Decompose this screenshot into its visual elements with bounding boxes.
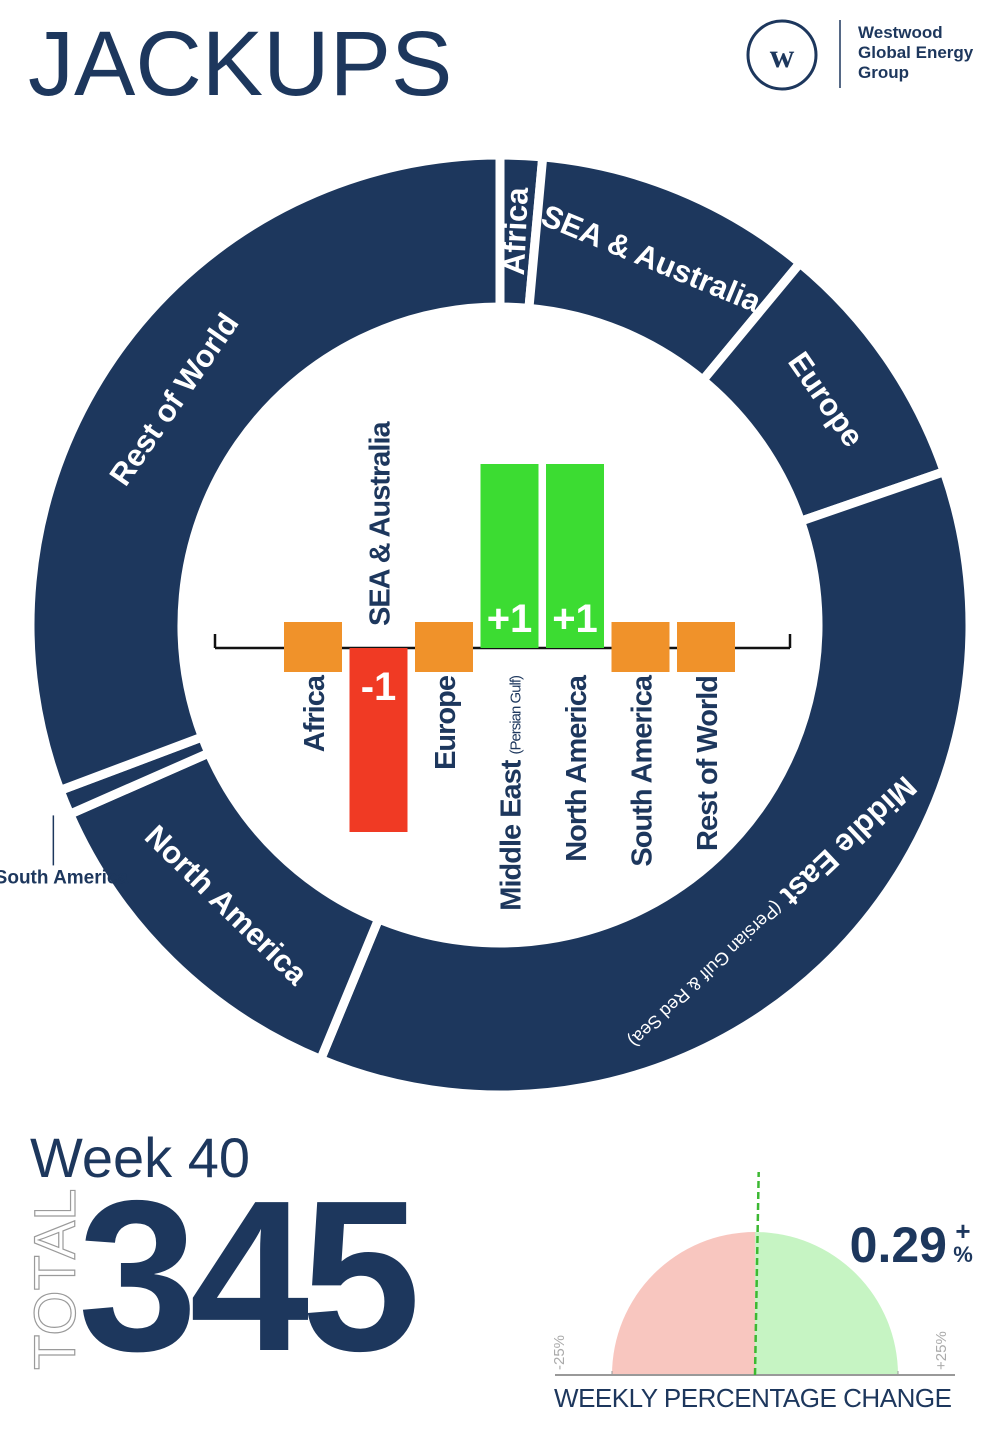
gauge-tick-label: -25% — [551, 1335, 568, 1370]
donut-label-text: South America — [0, 867, 128, 888]
bar-category-label: SEA & Australia — [365, 420, 397, 626]
bar-zero — [284, 622, 342, 672]
gauge-positive — [755, 1232, 898, 1375]
bar-value-label: -1 — [361, 665, 397, 709]
donut-segment — [314, 465, 975, 1100]
gauge-negative — [612, 1232, 755, 1375]
gauge-sign: + — [955, 1216, 970, 1246]
bar-category-label: Europe — [430, 675, 462, 770]
donut-label: South America — [0, 867, 128, 888]
bar-category-sublabel: (Persian Gulf) — [508, 675, 525, 755]
bar-zero — [415, 622, 473, 672]
gauge-tick-label: +25% — [933, 1331, 950, 1370]
bar — [349, 648, 408, 832]
gauge-value: 0.29 — [850, 1217, 947, 1273]
bar — [546, 464, 604, 648]
gauge-axis-label: WEEKLY PERCENTAGE CHANGE — [554, 1383, 952, 1413]
bar-category-text: SEA & Australia — [365, 420, 397, 626]
bar-category-label: Middle East (Persian Gulf) — [496, 675, 528, 911]
bar-category-text: South America — [627, 674, 659, 866]
week-label: Week 40 — [30, 1126, 250, 1189]
logo-text: Westwood — [858, 23, 943, 42]
bar-zero — [677, 622, 735, 672]
bar-category-text: Africa — [299, 674, 331, 752]
bar-zero — [611, 622, 670, 672]
bar-category-label: South America — [627, 674, 659, 866]
bar — [480, 464, 539, 648]
bar-category-text: Rest of World — [692, 676, 724, 851]
bar-category-text: Europe — [430, 675, 462, 770]
page-title: JACKUPS — [28, 13, 452, 115]
bar-category-text: North America — [561, 674, 593, 862]
donut-segment — [25, 150, 505, 797]
logo-text: Group — [858, 63, 909, 82]
bar-category-text: Middle East — [496, 759, 528, 910]
total-value: 345 — [78, 1155, 415, 1396]
gauge-needle — [753, 1172, 760, 1376]
gauge-unit: % — [953, 1242, 973, 1267]
bar-value-label: +1 — [552, 597, 598, 641]
bar-category-label: North America — [561, 674, 593, 862]
total-label: TOTAL — [23, 1188, 88, 1370]
logo-mark — [746, 19, 818, 91]
logo-text: Global Energy — [858, 43, 974, 62]
bar-category-label: Africa — [299, 674, 331, 752]
bar-category-label: Rest of World — [692, 676, 724, 851]
bar-value-label: +1 — [487, 597, 533, 641]
logo-glyph: w — [770, 38, 795, 75]
